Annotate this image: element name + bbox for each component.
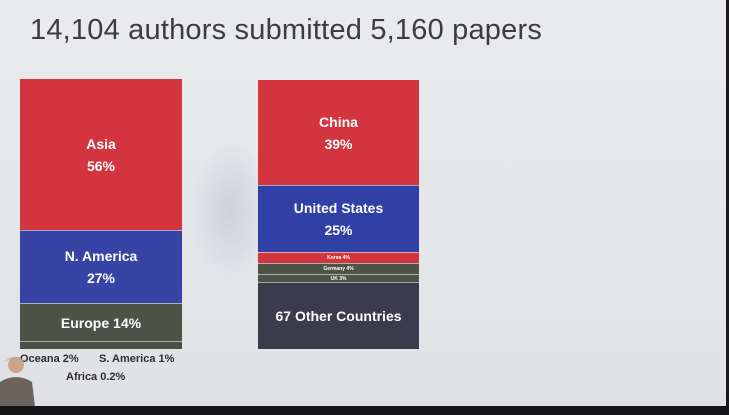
bar-segment-other-countries: 67 Other Countries xyxy=(258,282,419,349)
segment-label-china: China xyxy=(319,113,358,130)
bar-segment-asia: Asia 56% xyxy=(20,79,182,230)
segment-value-china: 39% xyxy=(324,135,353,152)
bar-segment-other-regions xyxy=(20,341,182,349)
bar-segment-europe: Europe 14% xyxy=(20,303,182,341)
segment-value-n-america: 27% xyxy=(86,270,116,286)
bar-segment-korea: Korea 4% xyxy=(258,252,419,263)
bar-segment-china: China 39% xyxy=(258,80,419,185)
slide-screen: 14,104 authors submitted 5,160 papers As… xyxy=(0,0,726,406)
segment-label-n-america: N. America xyxy=(64,248,138,264)
segment-value-asia: 56% xyxy=(86,157,116,174)
bar-segment-germany: Germany 4% xyxy=(258,263,419,274)
segment-label-united-states: United States xyxy=(293,200,384,216)
country-stacked-bar: China 39% United States 25% Korea 4% Ger… xyxy=(258,80,419,349)
region-stacked-bar: Asia 56% N. America 27% Europe 14% xyxy=(20,79,182,349)
segment-label-other-countries: 67 Other Countries xyxy=(275,308,402,324)
segment-label-uk: UK 3% xyxy=(330,275,347,282)
segment-label-asia: Asia xyxy=(86,135,116,152)
segment-label-korea: Korea 4% xyxy=(327,255,350,261)
segment-label-germany: Germany 4% xyxy=(323,266,354,272)
label-africa: Africa 0.2% xyxy=(66,371,126,383)
segment-label-europe: Europe 14% xyxy=(60,314,142,331)
presenter-figure xyxy=(0,357,36,415)
screen-bottom-edge xyxy=(0,406,729,415)
bar-segment-n-america: N. America 27% xyxy=(20,230,182,303)
connector-glow xyxy=(190,140,270,280)
bar-segment-uk: UK 3% xyxy=(258,274,419,282)
label-oceana: Oceana 2% xyxy=(20,353,79,365)
segment-value-united-states: 25% xyxy=(324,222,353,238)
bar-segment-united-states: United States 25% xyxy=(258,185,419,252)
slide-title: 14,104 authors submitted 5,160 papers xyxy=(30,14,543,46)
label-s-america: S. America 1% xyxy=(99,353,175,365)
